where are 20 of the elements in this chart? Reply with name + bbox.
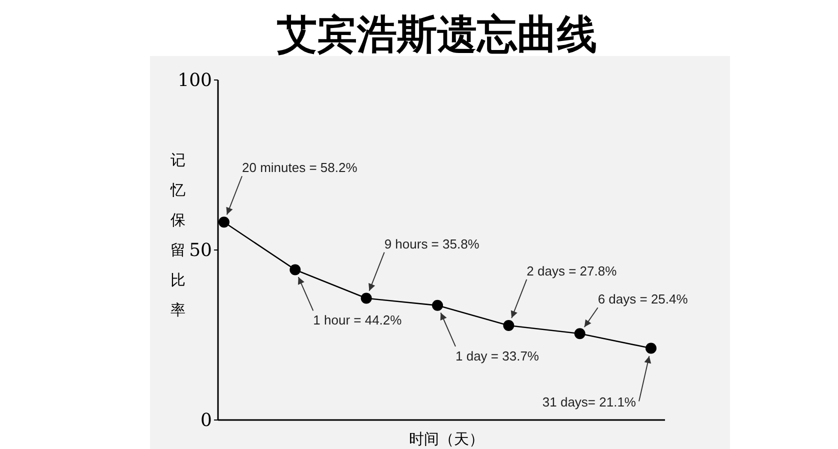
point bbox=[503, 320, 514, 331]
x-axis-title: 时间（天） bbox=[409, 431, 484, 448]
point bbox=[432, 300, 443, 311]
annotation: 2 days = 27.8% bbox=[526, 263, 618, 278]
annotation: 31 days= 21.1% bbox=[542, 394, 636, 410]
annotation: 20 minutes = 58.2% bbox=[242, 160, 358, 176]
annotation: 1 day = 33.7% bbox=[456, 348, 540, 364]
point bbox=[218, 216, 230, 228]
y-tick-label: 50 bbox=[189, 240, 212, 261]
point bbox=[290, 264, 301, 276]
annotation: 6 days = 25.4% bbox=[598, 292, 688, 307]
chart-title: 艾宾浩斯遗忘曲线 bbox=[277, 11, 597, 58]
point bbox=[646, 342, 656, 354]
y-tick-label: 100 bbox=[178, 70, 212, 91]
point bbox=[360, 292, 372, 304]
point bbox=[574, 328, 586, 340]
annotation: 1 hour = 44.2% bbox=[313, 312, 402, 328]
y-axis-title: 记忆保留比率 bbox=[170, 152, 186, 319]
annotation: 9 hours = 35.8% bbox=[384, 236, 480, 252]
y-tick-label: 0 bbox=[200, 410, 212, 431]
